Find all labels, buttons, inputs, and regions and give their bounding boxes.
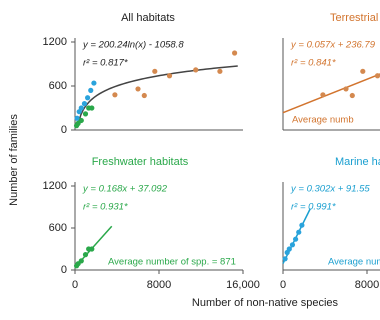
panel-title: Terrestrial h [330, 12, 380, 24]
panel-title: All habitats [121, 12, 175, 24]
data-point [349, 92, 355, 99]
x-tick-label: 0 [72, 279, 78, 291]
fit-line [282, 208, 311, 264]
data-point [343, 86, 349, 92]
data-point [89, 246, 95, 252]
data-point [78, 105, 84, 111]
data-point [293, 236, 299, 242]
data-point [217, 68, 223, 74]
data-point [112, 92, 118, 98]
data-point [135, 86, 141, 92]
data-point [320, 92, 326, 98]
data-point [82, 252, 89, 258]
r-squared: r² = 0.817* [83, 58, 128, 69]
y-tick-label: 1200 [43, 180, 67, 192]
data-point [232, 50, 238, 56]
data-point [299, 222, 305, 228]
annotation: Average number of spp. = 871 [108, 257, 236, 268]
data-point [374, 73, 380, 79]
data-point [74, 115, 80, 121]
fit-line [77, 65, 238, 125]
y-tick-label: 0 [61, 264, 67, 276]
data-point [78, 117, 84, 124]
data-point [289, 242, 296, 248]
data-point [296, 229, 302, 235]
annotation: Average numb [292, 115, 354, 126]
panel-title: Freshwater habitats [92, 156, 189, 168]
equation: y = 0.057x + 236.79 [290, 40, 376, 51]
data-point [82, 111, 89, 117]
data-point [166, 73, 173, 79]
annotation: Average numb [328, 257, 380, 268]
data-point [286, 246, 292, 252]
data-point [81, 101, 88, 107]
fit-line [282, 73, 380, 114]
data-point [89, 105, 95, 111]
r-squared: r² = 0.841* [291, 58, 336, 69]
r-squared: r² = 0.991* [291, 202, 336, 213]
x-axis-label: Number of non-native species [192, 297, 339, 309]
data-point [193, 67, 199, 73]
y-tick-label: 1200 [43, 36, 67, 48]
x-tick-label: 8000 [355, 279, 379, 291]
data-point [85, 95, 91, 101]
r-squared: r² = 0.931* [83, 202, 128, 213]
equation: y = 0.302x + 91.55 [290, 184, 370, 195]
y-axis-label: Number of families [8, 114, 20, 206]
data-point [282, 256, 288, 262]
y-tick-label: 600 [49, 80, 67, 92]
x-tick-label: 0 [280, 279, 286, 291]
y-tick-label: 0 [61, 124, 67, 136]
data-point [88, 87, 94, 93]
data-point [78, 258, 84, 264]
data-point [152, 68, 158, 74]
y-tick-label: 600 [49, 222, 67, 234]
panel-title: Marine ha [335, 156, 380, 168]
data-point [91, 80, 97, 86]
equation: y = 200.24ln(x) - 1058.8 [82, 40, 184, 51]
data-point [141, 92, 147, 99]
x-tick-label: 8000 [147, 279, 171, 291]
data-point [360, 68, 366, 74]
x-tick-label: 16,000 [226, 279, 260, 291]
equation: y = 0.168x + 37.092 [82, 184, 168, 195]
